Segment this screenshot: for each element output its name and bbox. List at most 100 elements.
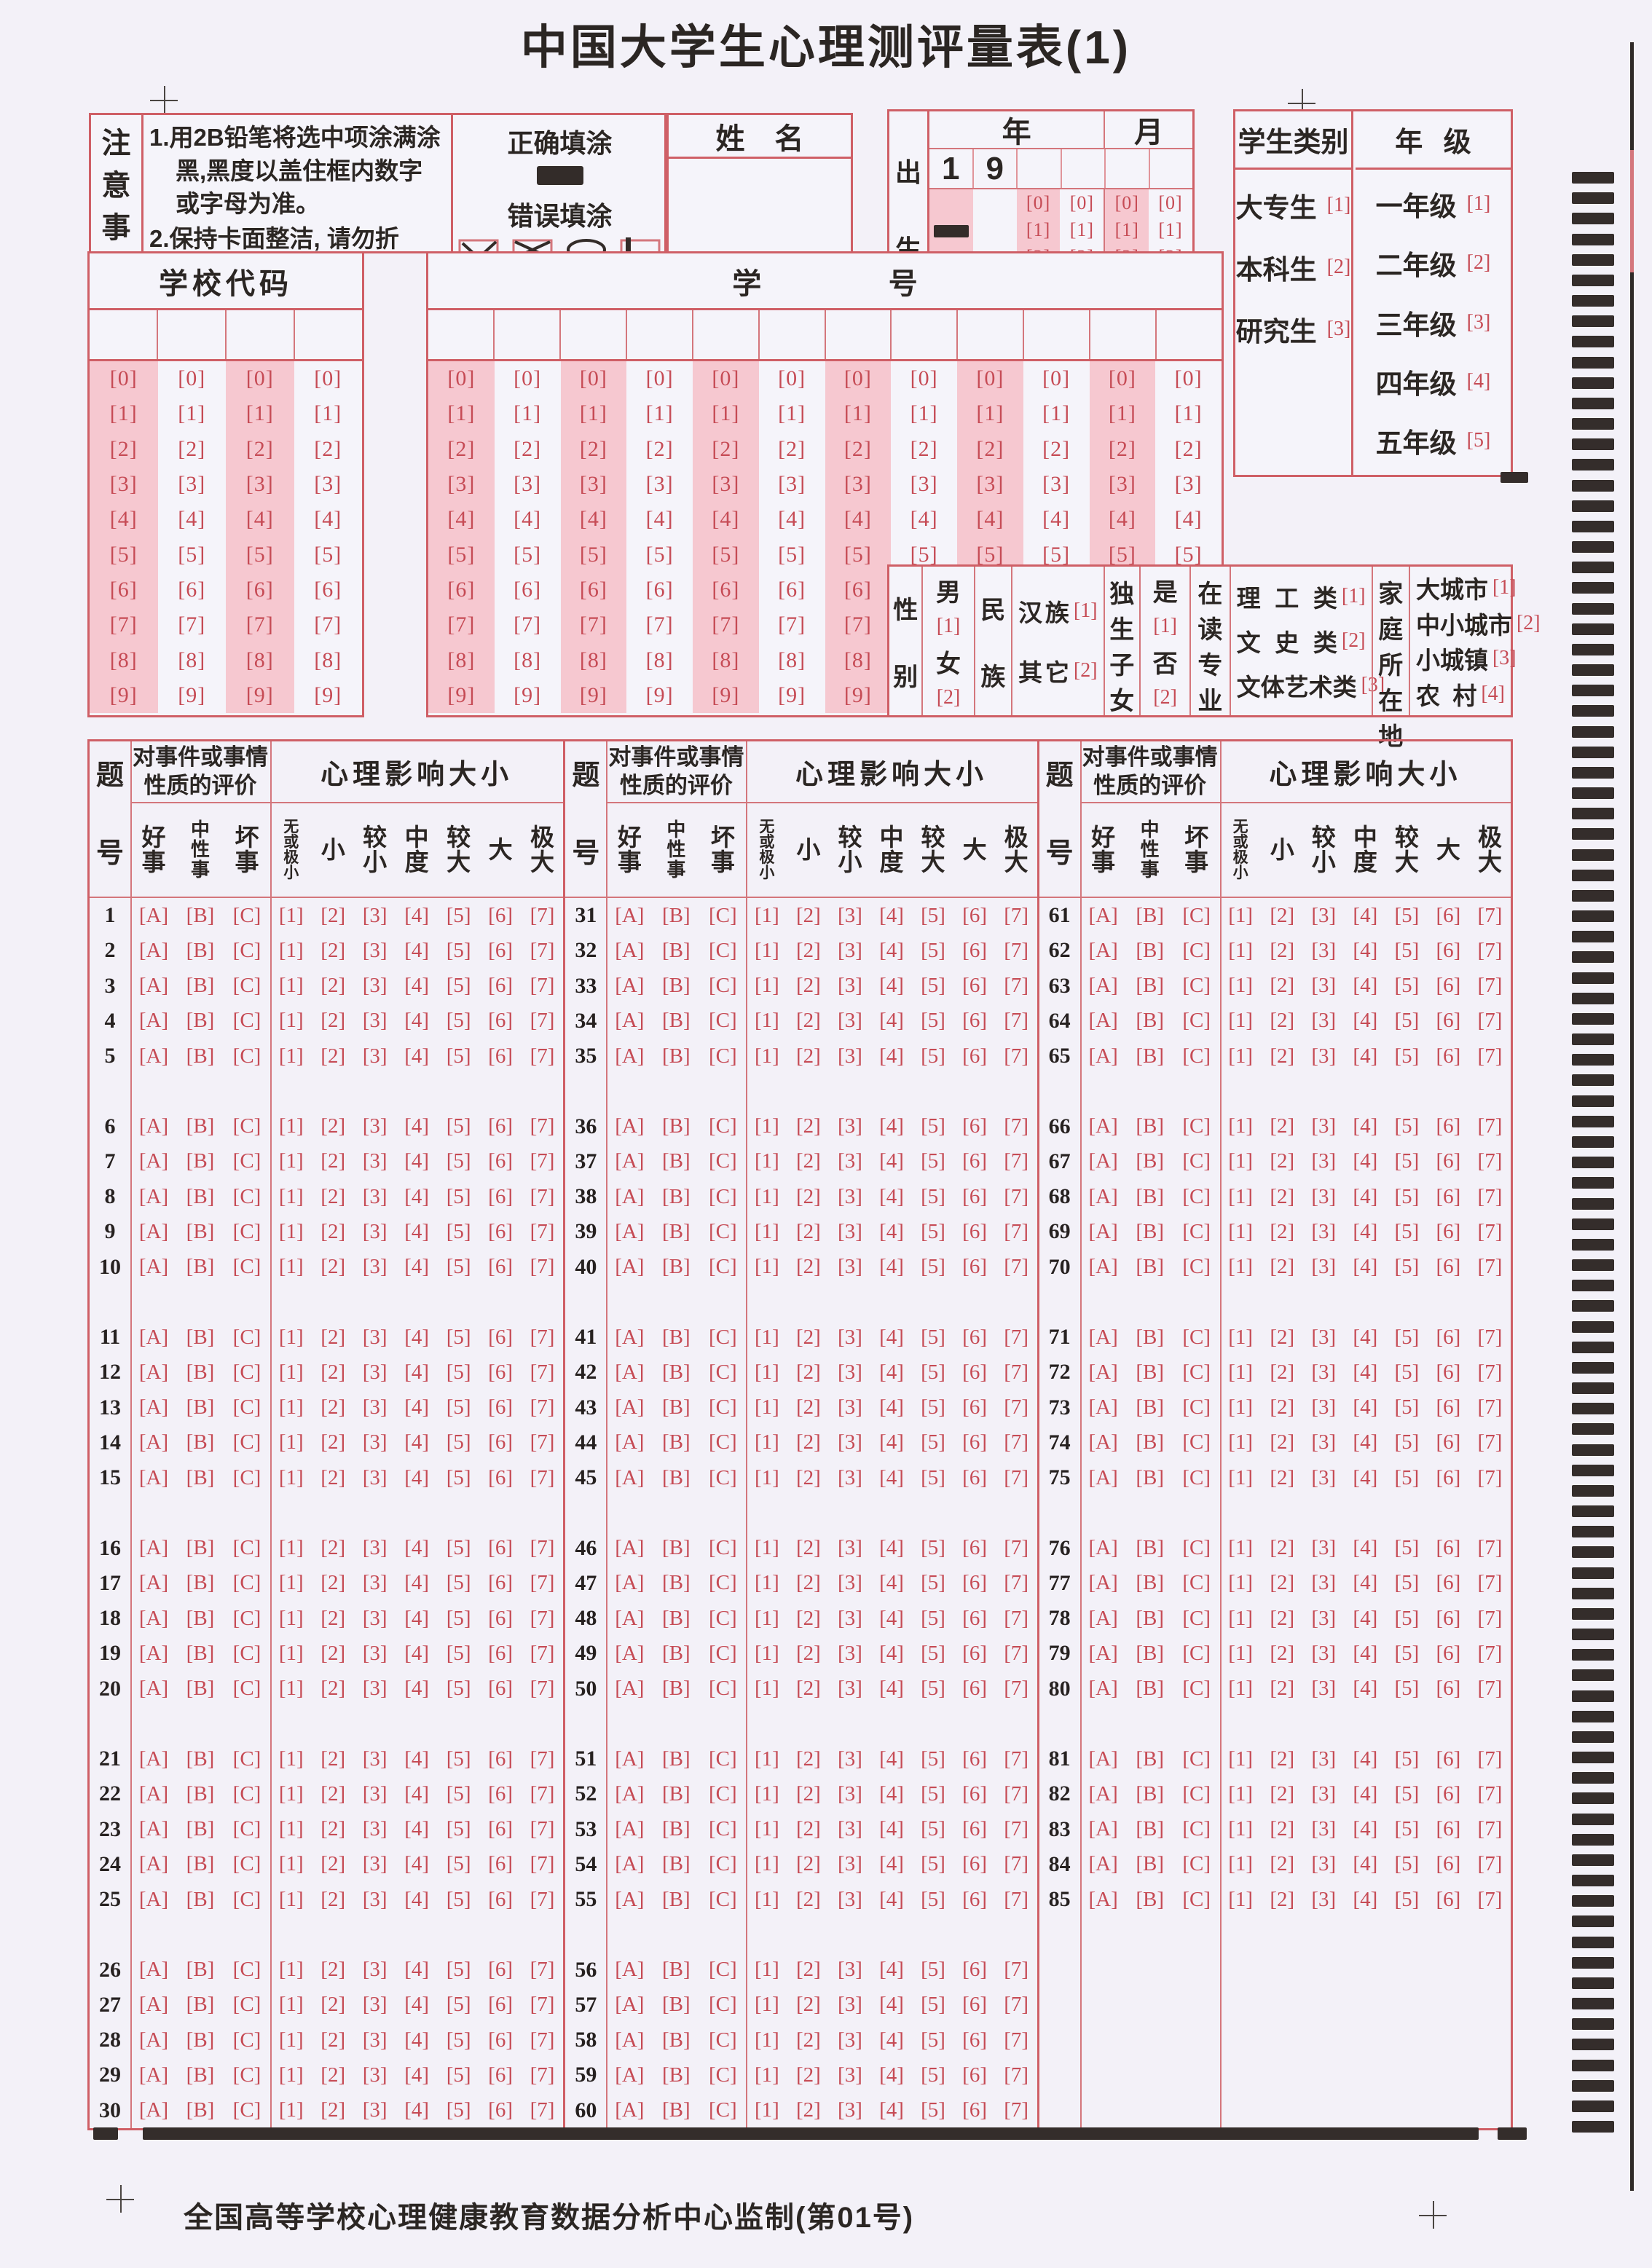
- q5-impact-6[interactable]: [6]: [488, 1044, 513, 1068]
- q78-option-A[interactable]: [A]: [1088, 1606, 1118, 1630]
- digit-bubble-7[interactable]: [7]: [712, 613, 740, 637]
- q76-impact-2[interactable]: [2]: [1270, 1536, 1295, 1560]
- q41-impact-6[interactable]: [6]: [962, 1325, 987, 1349]
- q83-impact-7[interactable]: [7]: [1477, 1817, 1503, 1841]
- q83-option-C[interactable]: [C]: [1182, 1817, 1211, 1841]
- q47-impact-7[interactable]: [7]: [1004, 1571, 1029, 1595]
- digit-bubble-1[interactable]: [1]: [109, 401, 138, 426]
- q77-impact-1[interactable]: [1]: [1228, 1571, 1254, 1595]
- q16-impact-6[interactable]: [6]: [488, 1536, 513, 1560]
- q30-option-C[interactable]: [C]: [232, 2098, 261, 2122]
- q8-impact-2[interactable]: [2]: [320, 1184, 346, 1208]
- q21-impact-4[interactable]: [4]: [404, 1747, 430, 1771]
- demo-option-row[interactable]: 理工类 [1]: [1237, 579, 1366, 614]
- q31-impact-3[interactable]: [3]: [838, 903, 862, 927]
- q79-impact-2[interactable]: [2]: [1270, 1641, 1295, 1665]
- q37-impact-7[interactable]: [7]: [1004, 1149, 1029, 1173]
- q5-impact-2[interactable]: [2]: [320, 1044, 346, 1068]
- q18-impact-2[interactable]: [2]: [320, 1606, 346, 1630]
- q75-impact-3[interactable]: [3]: [1311, 1465, 1337, 1489]
- q44-impact-5[interactable]: [5]: [921, 1430, 945, 1454]
- q32-option-A[interactable]: [A]: [615, 938, 645, 962]
- q80-impact-4[interactable]: [4]: [1353, 1677, 1378, 1701]
- digit-bubble-3[interactable]: [3]: [245, 472, 274, 497]
- q62-option-C[interactable]: [C]: [1182, 938, 1211, 962]
- q85-impact-3[interactable]: [3]: [1311, 1887, 1337, 1911]
- q1-impact-2[interactable]: [2]: [320, 903, 346, 927]
- q21-option-C[interactable]: [C]: [232, 1747, 261, 1771]
- q14-impact-6[interactable]: [6]: [488, 1430, 513, 1454]
- q70-option-B[interactable]: [B]: [1136, 1255, 1164, 1279]
- q11-impact-1[interactable]: [1]: [278, 1325, 304, 1349]
- q68-impact-4[interactable]: [4]: [1353, 1184, 1378, 1208]
- q69-impact-7[interactable]: [7]: [1477, 1219, 1503, 1243]
- q48-impact-5[interactable]: [5]: [921, 1606, 945, 1630]
- digit-bubble-7[interactable]: [7]: [109, 613, 138, 637]
- q66-impact-6[interactable]: [6]: [1436, 1114, 1461, 1138]
- q17-impact-6[interactable]: [6]: [488, 1571, 513, 1595]
- grade-option[interactable]: 三年级 [3]: [1356, 293, 1511, 352]
- q65-impact-4[interactable]: [4]: [1353, 1044, 1378, 1068]
- q45-impact-1[interactable]: [1]: [754, 1465, 779, 1489]
- digit-bubble-5[interactable]: [5]: [579, 542, 607, 567]
- q3-impact-1[interactable]: [1]: [278, 974, 304, 998]
- q26-impact-3[interactable]: [3]: [362, 1958, 388, 1982]
- q13-impact-7[interactable]: [7]: [530, 1395, 555, 1420]
- q1-impact-5[interactable]: [5]: [446, 903, 471, 927]
- q54-option-C[interactable]: [C]: [708, 1852, 737, 1876]
- q33-impact-5[interactable]: [5]: [921, 974, 945, 998]
- digit-bubble-3[interactable]: [3]: [314, 472, 342, 497]
- q66-impact-5[interactable]: [5]: [1394, 1114, 1420, 1138]
- q1-option-C[interactable]: [C]: [232, 903, 261, 927]
- q5-impact-4[interactable]: [4]: [404, 1044, 430, 1068]
- q20-impact-7[interactable]: [7]: [530, 1677, 555, 1701]
- digit-bubble-4[interactable]: [4]: [976, 507, 1004, 532]
- q32-impact-1[interactable]: [1]: [754, 938, 779, 962]
- digit-bubble-8[interactable]: [8]: [712, 647, 740, 672]
- q61-impact-2[interactable]: [2]: [1270, 903, 1295, 927]
- q27-impact-6[interactable]: [6]: [488, 1993, 513, 2017]
- q39-impact-1[interactable]: [1]: [754, 1219, 779, 1243]
- q67-impact-5[interactable]: [5]: [1394, 1149, 1420, 1173]
- q3-impact-3[interactable]: [3]: [362, 974, 388, 998]
- q76-impact-3[interactable]: [3]: [1311, 1536, 1337, 1560]
- student-type-option-bubble[interactable]: [3]: [1326, 317, 1351, 340]
- q31-impact-2[interactable]: [2]: [795, 903, 821, 927]
- q22-impact-5[interactable]: [5]: [446, 1781, 471, 1806]
- q34-impact-1[interactable]: [1]: [754, 1009, 779, 1033]
- q82-impact-2[interactable]: [2]: [1270, 1781, 1295, 1806]
- q80-impact-5[interactable]: [5]: [1394, 1677, 1420, 1701]
- q40-impact-3[interactable]: [3]: [838, 1255, 862, 1279]
- q50-impact-3[interactable]: [3]: [838, 1677, 862, 1701]
- q31-impact-1[interactable]: [1]: [754, 903, 779, 927]
- q15-impact-7[interactable]: [7]: [530, 1465, 555, 1489]
- q63-option-B[interactable]: [B]: [1136, 974, 1164, 998]
- digit-bubble-5[interactable]: [5]: [645, 542, 674, 567]
- digit-bubble-8[interactable]: [8]: [579, 647, 607, 672]
- q21-impact-1[interactable]: [1]: [278, 1747, 304, 1771]
- birth-prefill-cell[interactable]: [1018, 149, 1062, 188]
- q59-impact-7[interactable]: [7]: [1004, 2063, 1029, 2087]
- q10-impact-6[interactable]: [6]: [488, 1255, 513, 1279]
- q5-option-B[interactable]: [B]: [186, 1044, 215, 1068]
- q56-impact-5[interactable]: [5]: [921, 1958, 945, 1982]
- q46-impact-7[interactable]: [7]: [1004, 1536, 1029, 1560]
- q81-impact-4[interactable]: [4]: [1353, 1747, 1378, 1771]
- q72-option-A[interactable]: [A]: [1088, 1360, 1118, 1384]
- q71-impact-1[interactable]: [1]: [1228, 1325, 1254, 1349]
- q80-impact-3[interactable]: [3]: [1311, 1677, 1337, 1701]
- q64-impact-3[interactable]: [3]: [1311, 1009, 1337, 1033]
- q49-impact-2[interactable]: [2]: [795, 1641, 821, 1665]
- q55-impact-1[interactable]: [1]: [754, 1887, 779, 1911]
- q58-option-C[interactable]: [C]: [708, 2028, 737, 2052]
- q67-impact-4[interactable]: [4]: [1353, 1149, 1378, 1173]
- q27-impact-7[interactable]: [7]: [530, 1993, 555, 2017]
- q54-impact-1[interactable]: [1]: [754, 1852, 779, 1876]
- q21-impact-6[interactable]: [6]: [488, 1747, 513, 1771]
- demo-option-row[interactable]: 其它 [2]: [1018, 653, 1098, 688]
- digit-bubble-9[interactable]: [9]: [778, 682, 806, 707]
- q23-option-B[interactable]: [B]: [186, 1817, 215, 1841]
- q8-option-C[interactable]: [C]: [232, 1184, 261, 1208]
- q57-option-C[interactable]: [C]: [708, 1993, 737, 2017]
- q4-impact-6[interactable]: [6]: [488, 1009, 513, 1033]
